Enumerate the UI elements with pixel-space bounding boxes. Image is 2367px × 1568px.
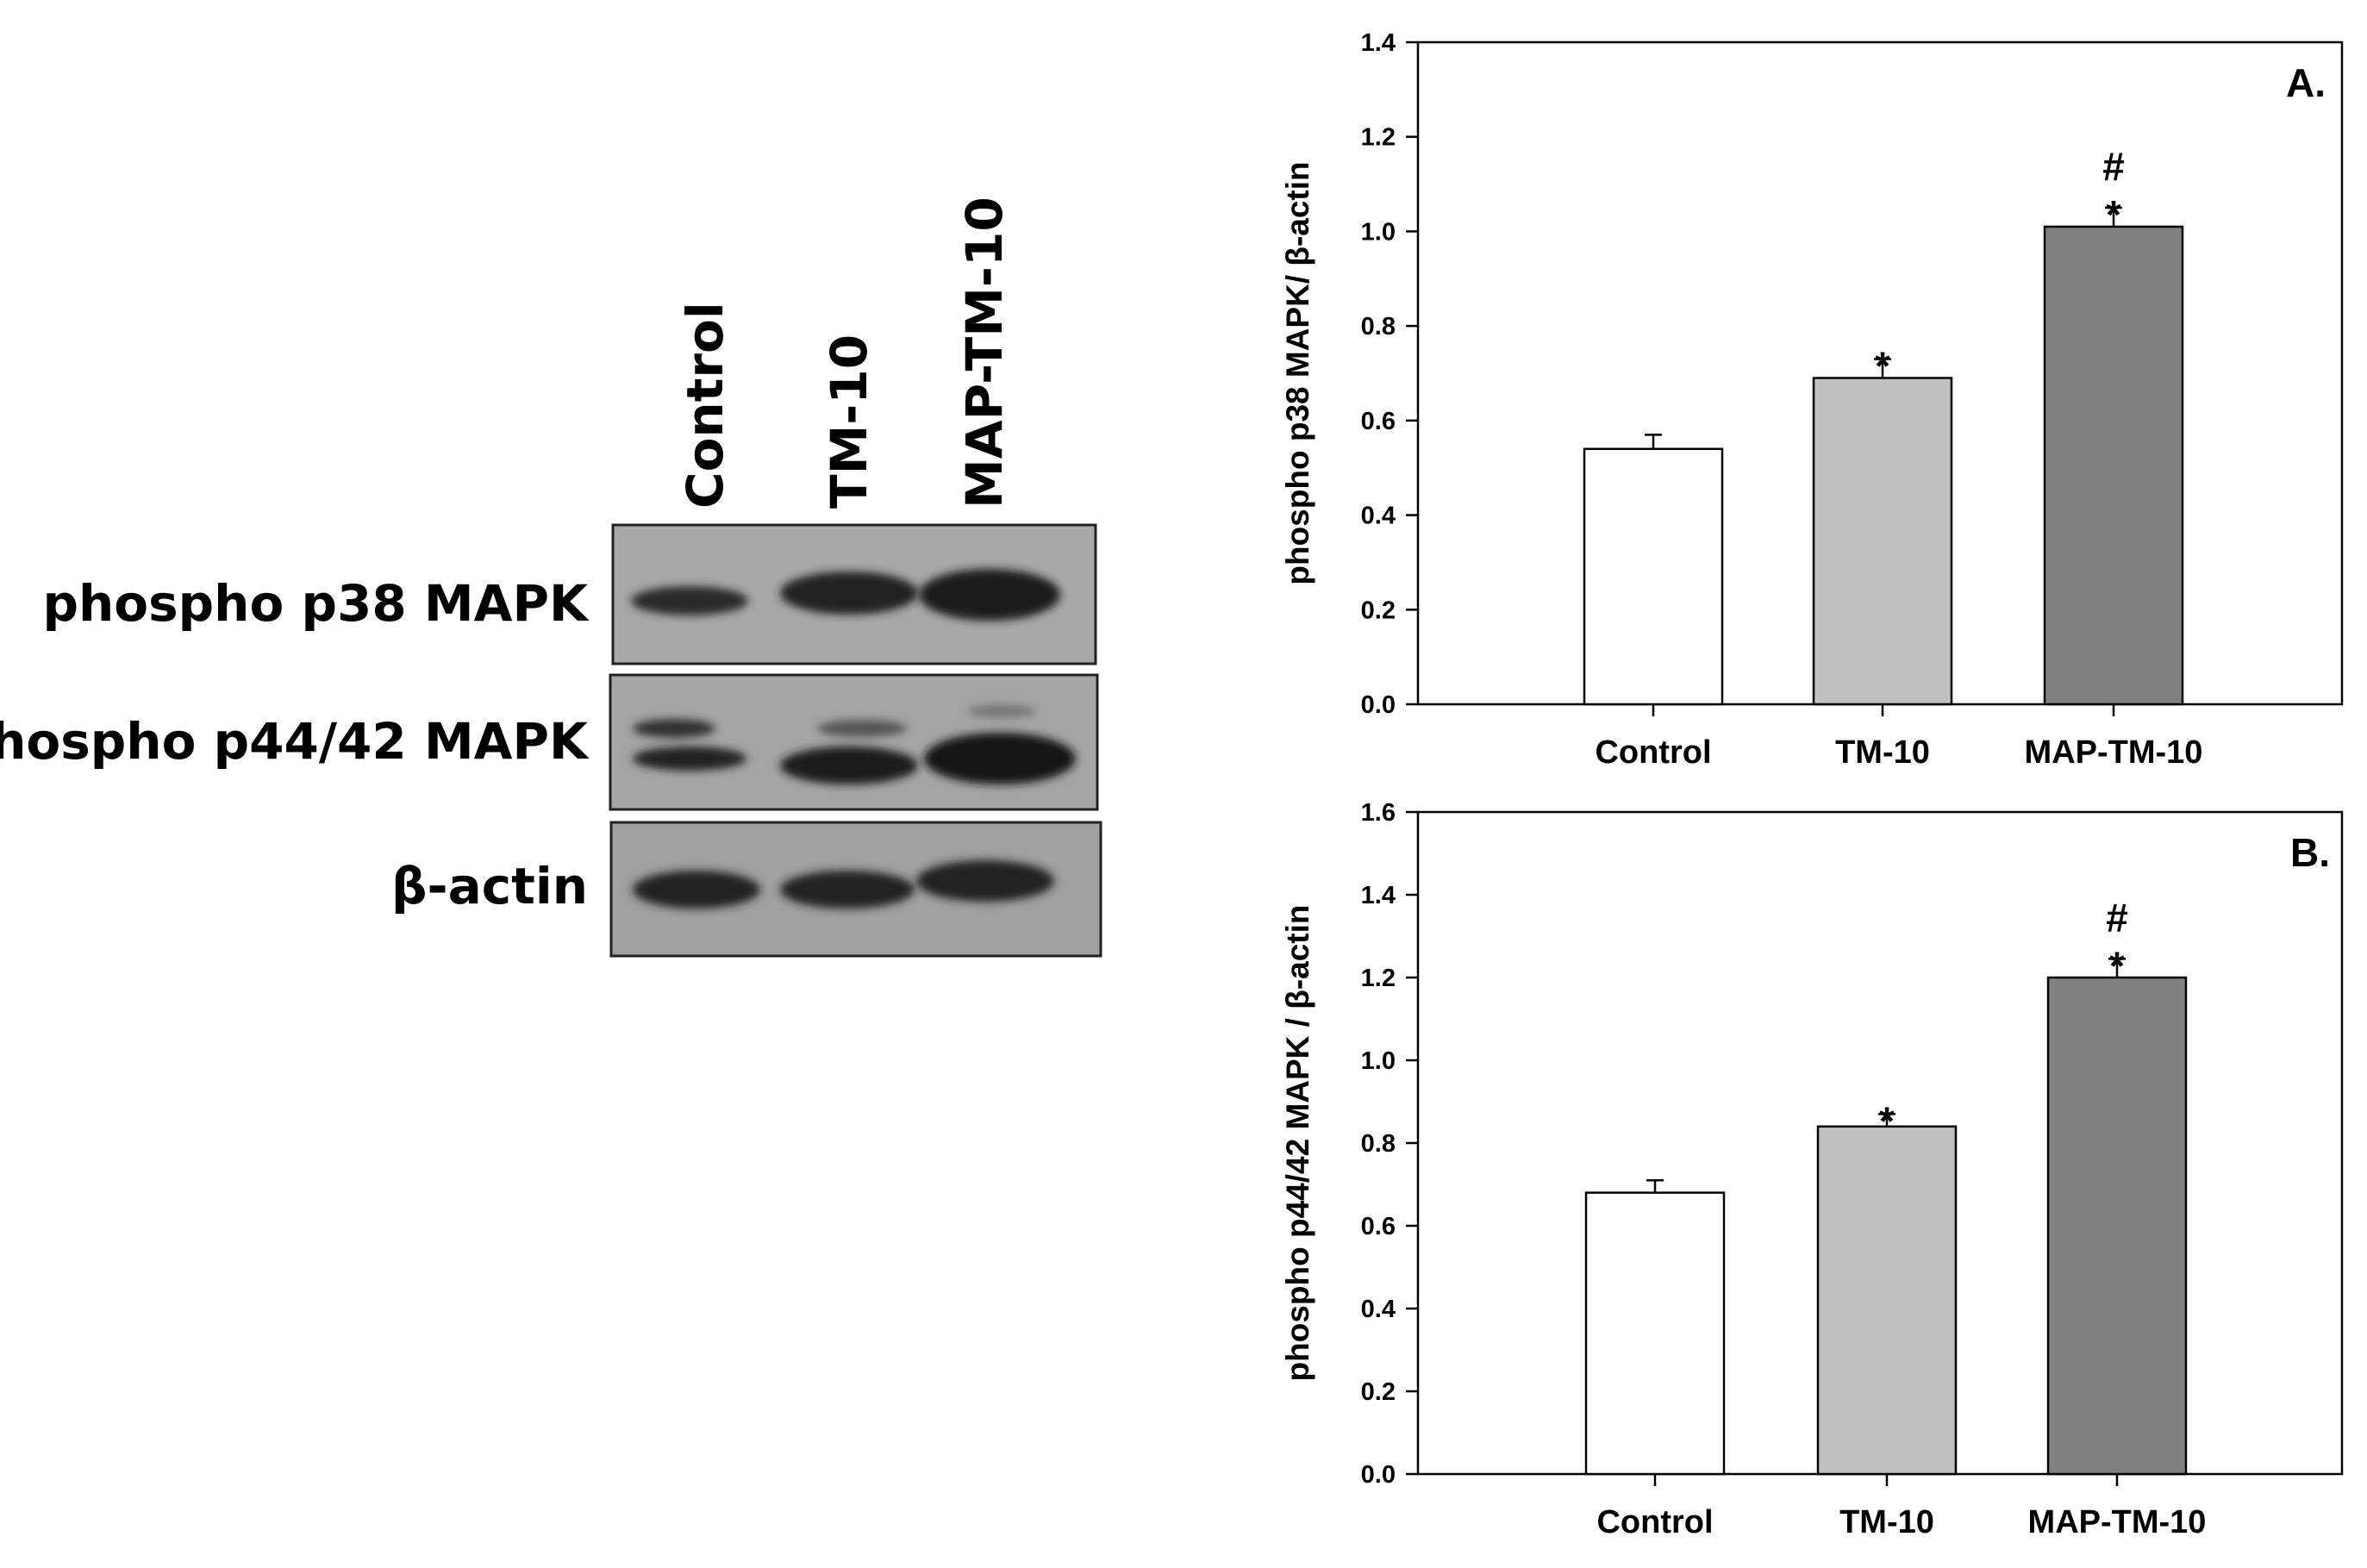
- blot-band: [817, 720, 907, 737]
- y-tick-label: 0.4: [1361, 503, 1396, 530]
- y-tick-label: 1.4: [1361, 29, 1396, 57]
- y-tick-label: 0.2: [1361, 597, 1396, 624]
- bar: [1584, 1191, 1726, 1476]
- x-tick-label: TM-10: [1835, 734, 1930, 771]
- y-tick-label: 1.4: [1361, 882, 1396, 909]
- y-tick-label: 0.4: [1361, 1296, 1396, 1323]
- bar-chart-b: 0.0 0.2 0.4 0.6 0.8 1.0 1.2 1.4 1.6 Control TM-10 *…: [1280, 799, 2344, 1540]
- bar: [2046, 976, 2188, 1476]
- blot-band: [924, 733, 1076, 784]
- blot-row-label-p44-42: phospho p44/42 MAPK: [0, 712, 590, 771]
- significance-mark: *: [2106, 192, 2121, 237]
- significance-mark: *: [1875, 344, 1890, 389]
- blot-band: [780, 871, 915, 909]
- x-tick-label: Control: [1596, 1504, 1713, 1540]
- x-tick-label: MAP-TM-10: [2025, 734, 2203, 771]
- y-axis-title: phospho p44/42 MAPK / β-actin: [1280, 905, 1315, 1382]
- y-tick-label: 1.2: [1361, 124, 1396, 152]
- significance-mark: #: [2102, 144, 2125, 189]
- bar: [1816, 1125, 1958, 1476]
- panel-letter: B.: [2290, 830, 2330, 875]
- y-tick-label: 0.6: [1361, 1213, 1396, 1240]
- y-tick-label: 0.0: [1361, 691, 1396, 719]
- blot-band: [633, 871, 760, 909]
- blot-band: [780, 572, 918, 615]
- lane-label-map-tm10: MAP-TM-10: [955, 197, 1014, 509]
- bar: [1812, 377, 1953, 706]
- blot-band: [633, 719, 715, 738]
- blot-panel-beta-actin: [609, 821, 1102, 958]
- significance-mark: *: [2109, 943, 2125, 988]
- y-tick-label: 0.2: [1361, 1378, 1396, 1406]
- y-tick-label: 0.6: [1361, 408, 1396, 435]
- y-tick-label: 1.0: [1361, 218, 1396, 246]
- blot-panel-p44-42: [609, 673, 1099, 811]
- blot-band: [633, 747, 746, 771]
- blot-band: [631, 586, 748, 615]
- blot-panel-p38: [611, 523, 1097, 665]
- x-tick-label: TM-10: [1839, 1504, 1934, 1540]
- blot-band: [780, 747, 918, 784]
- blot-band: [967, 704, 1036, 718]
- y-tick-label: 0.8: [1361, 313, 1396, 340]
- western-blot: Control TM-10 MAP-TM-10 phospho p38 MAPK…: [0, 197, 1102, 958]
- y-tick-label: 1.6: [1361, 799, 1396, 827]
- significance-mark: *: [1879, 1098, 1895, 1143]
- y-tick-label: 1.0: [1361, 1047, 1396, 1075]
- significance-mark: #: [2106, 895, 2128, 940]
- y-tick-label: 0.0: [1361, 1461, 1396, 1489]
- panel-letter: A.: [2286, 60, 2326, 105]
- bar: [1583, 447, 1724, 706]
- bar-chart-a: 0.0 0.2 0.4 0.6 0.8 1.0 1.2 1.4 Control TM-10 * MAP…: [1280, 29, 2344, 771]
- lane-label-tm10: TM-10: [820, 334, 878, 509]
- x-tick-label: MAP-TM-10: [2028, 1504, 2207, 1540]
- y-axis-title: phospho p38 MAPK/ β-actin: [1280, 161, 1315, 584]
- blot-row-label-p38: phospho p38 MAPK: [42, 574, 590, 633]
- y-tick-label: 0.8: [1361, 1130, 1396, 1158]
- blot-band: [916, 860, 1054, 902]
- lane-label-control: Control: [676, 302, 734, 509]
- blot-band: [919, 569, 1060, 621]
- x-tick-label: Control: [1595, 734, 1711, 771]
- blot-row-label-beta-actin: β-actin: [391, 857, 588, 915]
- bar: [2043, 225, 2184, 706]
- y-tick-label: 1.2: [1361, 965, 1396, 992]
